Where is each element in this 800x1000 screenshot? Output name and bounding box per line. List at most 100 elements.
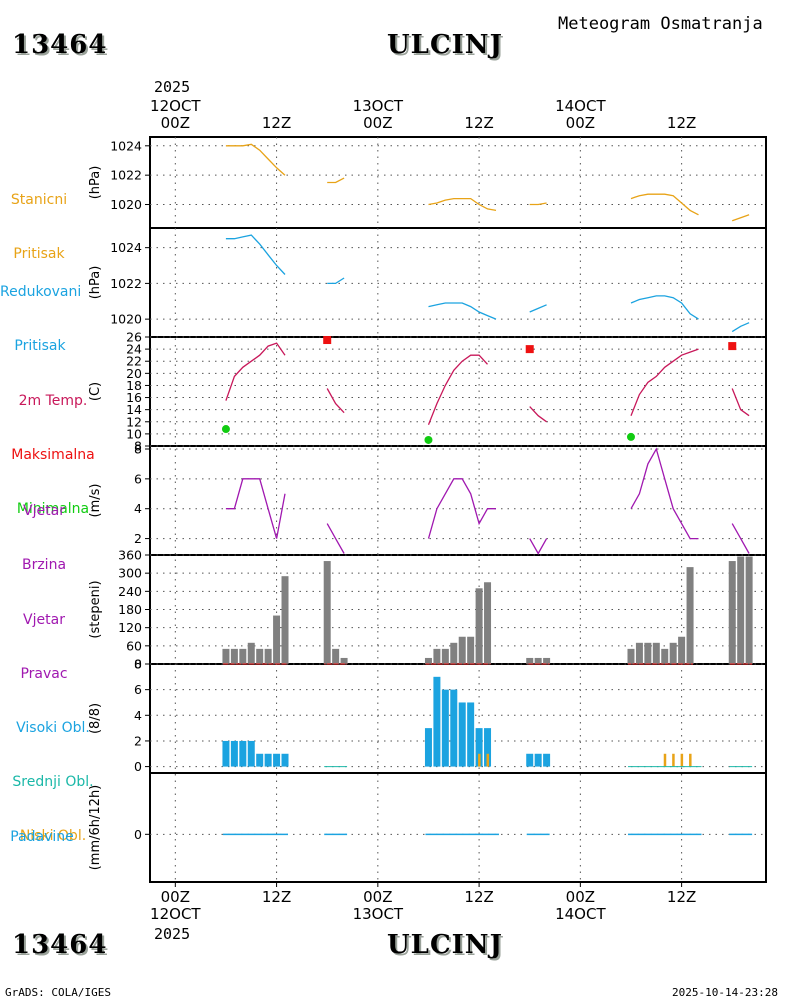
station-id-bottom: 13464	[12, 930, 108, 960]
series-line-segment	[529, 538, 548, 555]
wind-direction-bar	[543, 657, 551, 664]
wind-direction-bar	[281, 576, 289, 664]
hour-tick-label-bottom: 12Z	[464, 888, 493, 906]
high-cloud-bar	[450, 689, 458, 767]
wind-direction-bar	[484, 582, 492, 664]
year-top: 2025	[154, 78, 191, 96]
series-line-segment	[427, 354, 488, 426]
label-line: Maksimalna	[11, 447, 95, 463]
label-line: Stanicni	[10, 192, 68, 208]
max-temp-marker	[525, 345, 534, 354]
label-line: Padavine	[10, 829, 74, 845]
y-tick-label: 6	[134, 471, 142, 486]
y-unit-label: (C)	[88, 382, 103, 401]
wind-direction-bar	[475, 588, 483, 664]
wind-direction-bar	[433, 648, 441, 664]
series-line-segment	[225, 342, 286, 401]
high-cloud-bar	[222, 740, 230, 767]
wind-direction-bar	[230, 648, 238, 664]
y-tick-label: 26	[126, 330, 142, 345]
grads-credit: GrADS: COLA/IGES	[5, 986, 111, 999]
wind-direction-bar	[247, 642, 255, 664]
y-tick-label: 1024	[110, 240, 142, 255]
y-tick-label: 24	[126, 342, 142, 357]
series-line-segment	[326, 388, 345, 414]
label-line: Minimalna	[16, 501, 90, 517]
wind-direction-bar	[332, 648, 340, 664]
label-wind-direction: Vjetar Pravac	[0, 575, 88, 701]
wind-direction-bar	[644, 642, 652, 664]
y-unit-label: (hPa)	[88, 166, 103, 200]
label-line: Srednji Obl.	[12, 774, 94, 790]
series-line-segment	[731, 322, 750, 333]
series-line-segment	[428, 302, 497, 320]
render-timestamp: 2025-10-14-23:28	[672, 986, 778, 999]
series-line-segment	[327, 277, 345, 285]
series-line-segment	[327, 177, 345, 184]
wind-direction-bar	[737, 556, 745, 664]
high-cloud-bar	[230, 740, 238, 767]
min-temp-marker	[626, 432, 635, 441]
high-cloud-bar	[433, 676, 441, 767]
low-cloud-bar	[680, 753, 684, 767]
label-line: Brzina	[21, 557, 67, 573]
hour-tick-label-bottom: 00Z	[161, 888, 190, 906]
wind-direction-bar	[264, 648, 272, 664]
y-tick-label: 8	[134, 439, 142, 454]
wind-direction-bar	[627, 648, 635, 664]
hour-tick-label-bottom: 00Z	[363, 888, 392, 906]
min-temp-marker	[424, 435, 433, 444]
y-tick-label: 6	[134, 682, 142, 697]
series-line-segment	[225, 478, 286, 539]
max-temp-marker	[323, 336, 332, 345]
series-line-segment	[529, 202, 547, 206]
low-cloud-bar	[478, 753, 481, 767]
series-line-segment	[326, 523, 345, 554]
wind-direction-bar	[273, 615, 281, 664]
y-tick-label: 12	[126, 414, 142, 429]
series-line-segment	[731, 523, 750, 554]
series-line-segment	[225, 234, 286, 275]
y-unit-label: (m/s)	[88, 484, 103, 518]
high-cloud-bar	[247, 740, 255, 767]
wind-direction-bar	[652, 642, 660, 664]
label-line: 2m Temp.	[18, 393, 88, 409]
y-tick-label: 2	[134, 531, 142, 546]
wind-direction-bar	[256, 648, 264, 664]
y-unit-label: (stepeni)	[88, 580, 103, 638]
hour-tick-label-top: 00Z	[161, 114, 190, 132]
high-cloud-bar	[484, 728, 492, 767]
hour-tick-label-top: 12Z	[262, 114, 291, 132]
y-tick-label: 1020	[110, 312, 142, 327]
wind-direction-bar	[340, 657, 348, 664]
wind-direction-bar	[745, 556, 753, 664]
y-tick-label: 60	[126, 638, 142, 653]
y-tick-label: 120	[118, 620, 142, 635]
high-cloud-bar	[239, 740, 247, 767]
high-cloud-bar	[458, 702, 466, 767]
low-cloud-bar	[663, 753, 667, 767]
label-wind-speed: Vjetar Brzina	[0, 466, 88, 592]
high-cloud-bar	[467, 702, 475, 767]
label-line: Pravac	[20, 666, 68, 682]
y-unit-label: (hPa)	[88, 266, 103, 300]
high-cloud-bar	[441, 689, 449, 767]
wind-direction-bar	[458, 636, 466, 664]
day-label-bottom: 13OCT	[353, 905, 404, 923]
y-tick-label: 0	[134, 657, 142, 672]
label-line: Vjetar	[23, 503, 65, 519]
label-line: Redukovani	[0, 284, 82, 300]
y-tick-label: 10	[126, 426, 142, 441]
series-line-segment	[731, 214, 750, 222]
meteogram-subtitle: Meteogram Osmatranja	[558, 14, 763, 34]
wind-direction-bar	[424, 657, 432, 664]
label-line: Visoki Obl.	[16, 720, 90, 736]
day-label-bottom: 14OCT	[555, 905, 606, 923]
high-cloud-bar	[424, 728, 432, 767]
y-tick-label: 180	[118, 602, 142, 617]
label-clouds: Visoki Obl. Srednji Obl. Niski Obl.	[0, 683, 106, 863]
wind-direction-bar	[534, 657, 542, 664]
wind-direction-bar	[467, 636, 475, 664]
wind-direction-bar	[323, 561, 331, 664]
